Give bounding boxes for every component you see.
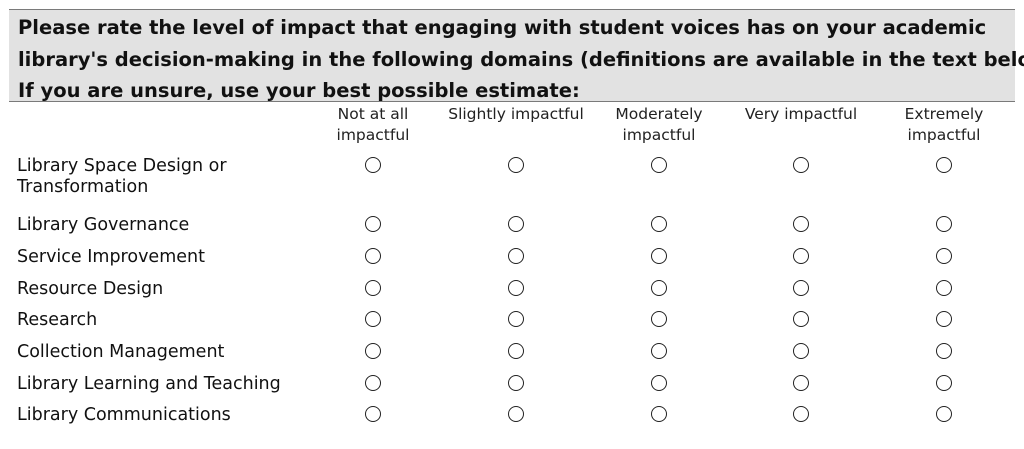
- rating-radio-row4-col3[interactable]: [651, 280, 667, 296]
- rating-radio-row3-col4[interactable]: [793, 248, 809, 264]
- rating-radio-row4-col1[interactable]: [365, 280, 381, 296]
- question-text: Please rate the level of impact that eng…: [9, 9, 1024, 102]
- rating-radio-row3-col5[interactable]: [936, 248, 952, 264]
- scale-header-moderately: Moderately impactful: [615, 105, 703, 144]
- rating-radio-row7-col1[interactable]: [365, 375, 381, 391]
- rating-radio-row8-col1[interactable]: [365, 406, 381, 422]
- rating-radio-row2-col3[interactable]: [651, 216, 667, 232]
- rating-radio-row8-col4[interactable]: [793, 406, 809, 422]
- rating-radio-row6-col2[interactable]: [508, 343, 524, 359]
- rating-radio-row5-col5[interactable]: [936, 311, 952, 327]
- rating-radio-row1-col1[interactable]: [365, 157, 381, 173]
- domain-label-resource-design: Resource Design: [17, 279, 164, 299]
- rating-radio-row5-col3[interactable]: [651, 311, 667, 327]
- rating-radio-row4-col4[interactable]: [793, 280, 809, 296]
- rating-radio-row7-col3[interactable]: [651, 375, 667, 391]
- scale-header-not-at-all: Not at all impactful: [336, 105, 410, 144]
- rating-radio-row2-col1[interactable]: [365, 216, 381, 232]
- rating-radio-row7-col4[interactable]: [793, 375, 809, 391]
- question-line: Please rate the level of impact that eng…: [18, 16, 987, 39]
- domain-label-space-design: Library Space Design or Transformation: [17, 156, 227, 197]
- rating-radio-row1-col2[interactable]: [508, 157, 524, 173]
- rating-radio-row5-col4[interactable]: [793, 311, 809, 327]
- domain-label-research: Research: [17, 310, 98, 330]
- domain-label-service-improvement: Service Improvement: [17, 247, 205, 267]
- rating-radio-row1-col3[interactable]: [651, 157, 667, 173]
- rating-radio-row1-col5[interactable]: [936, 157, 952, 173]
- rating-radio-row8-col5[interactable]: [936, 406, 952, 422]
- rating-radio-row3-col2[interactable]: [508, 248, 524, 264]
- rating-radio-row6-col1[interactable]: [365, 343, 381, 359]
- rating-radio-row7-col2[interactable]: [508, 375, 524, 391]
- domain-label-governance: Library Governance: [17, 215, 190, 235]
- rating-radio-row4-col5[interactable]: [936, 280, 952, 296]
- rating-radio-row7-col5[interactable]: [936, 375, 952, 391]
- rating-radio-row3-col1[interactable]: [365, 248, 381, 264]
- rating-radio-row5-col2[interactable]: [508, 311, 524, 327]
- domain-label-communications: Library Communications: [17, 405, 231, 425]
- rating-radio-row2-col4[interactable]: [793, 216, 809, 232]
- rating-radio-row8-col3[interactable]: [651, 406, 667, 422]
- rating-radio-row1-col4[interactable]: [793, 157, 809, 173]
- question-line: If you are unsure, use your best possibl…: [18, 79, 580, 102]
- scale-header-very: Very impactful: [744, 105, 858, 123]
- rating-radio-row2-col2[interactable]: [508, 216, 524, 232]
- question-line: library's decision-making in the followi…: [18, 47, 1024, 71]
- rating-radio-row6-col4[interactable]: [793, 343, 809, 359]
- rating-radio-row3-col3[interactable]: [651, 248, 667, 264]
- domain-label-learning-teaching: Library Learning and Teaching: [17, 374, 281, 394]
- rating-radio-row2-col5[interactable]: [936, 216, 952, 232]
- rating-radio-row6-col5[interactable]: [936, 343, 952, 359]
- rating-radio-row4-col2[interactable]: [508, 280, 524, 296]
- scale-header-extremely: Extremely impactful: [904, 105, 984, 144]
- rating-radio-row8-col2[interactable]: [508, 406, 524, 422]
- domain-label-collection-management: Collection Management: [17, 342, 225, 362]
- rating-radio-row5-col1[interactable]: [365, 311, 381, 327]
- scale-header-slightly: Slightly impactful: [448, 105, 584, 123]
- rating-radio-row6-col3[interactable]: [651, 343, 667, 359]
